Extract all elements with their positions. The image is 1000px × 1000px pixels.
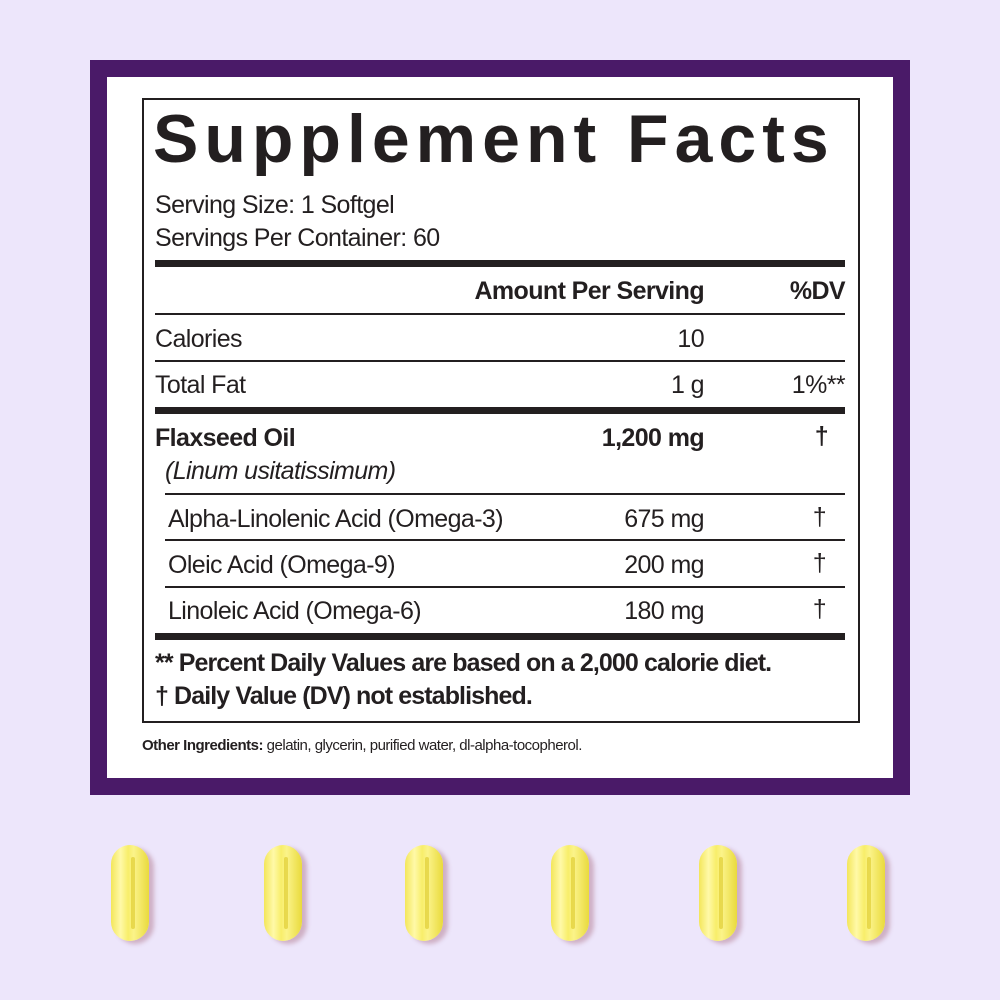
row-name: Linoleic Acid (Omega-6) bbox=[168, 597, 422, 625]
softgel-capsule-icon bbox=[264, 845, 302, 941]
divider bbox=[155, 360, 845, 362]
row-name: Total Fat bbox=[155, 371, 246, 399]
footnote-dv-not-established: † Daily Value (DV) not established. bbox=[155, 682, 533, 710]
row-name: Alpha-Linolenic Acid (Omega-3) bbox=[168, 505, 504, 533]
divider bbox=[155, 407, 845, 414]
row-name: Oleic Acid (Omega-9) bbox=[168, 551, 396, 579]
other-ingredients: Other Ingredients: gelatin, glycerin, pu… bbox=[142, 738, 582, 753]
row-name: Flaxseed Oil bbox=[155, 424, 296, 452]
row-amount: 1 g bbox=[671, 371, 705, 399]
row-amount: 675 mg bbox=[624, 505, 704, 533]
divider bbox=[155, 260, 845, 267]
header-dv: %DV bbox=[789, 277, 846, 305]
divider bbox=[165, 493, 845, 495]
other-ingredients-text: gelatin, glycerin, purified water, dl-al… bbox=[263, 737, 583, 754]
row-amount: 1,200 mg bbox=[601, 424, 705, 452]
divider bbox=[155, 633, 845, 640]
serving-size: Serving Size: 1 Softgel bbox=[155, 191, 395, 219]
row-name: Calories bbox=[155, 325, 243, 353]
page-title: Supplement Facts bbox=[153, 101, 835, 177]
row-dv: † bbox=[812, 503, 827, 531]
footnote-dv-basis: ** Percent Daily Values are based on a 2… bbox=[155, 649, 772, 677]
servings-per-container: Servings Per Container: 60 bbox=[155, 224, 440, 252]
divider bbox=[165, 539, 845, 541]
label-panel bbox=[107, 77, 893, 778]
divider bbox=[165, 586, 845, 588]
row-amount: 10 bbox=[677, 325, 704, 353]
softgel-capsule-icon bbox=[847, 845, 885, 941]
row-dv: 1%** bbox=[791, 371, 846, 399]
row-amount: 200 mg bbox=[624, 551, 704, 579]
softgel-capsule-icon bbox=[111, 845, 149, 941]
softgel-capsule-icon bbox=[551, 845, 589, 941]
row-latin-name: (Linum usitatissimum) bbox=[165, 457, 396, 485]
header-amount: Amount Per Serving bbox=[474, 277, 704, 305]
row-dv: † bbox=[812, 549, 827, 577]
row-dv: † bbox=[814, 422, 829, 450]
softgel-capsule-icon bbox=[699, 845, 737, 941]
row-amount: 180 mg bbox=[624, 597, 704, 625]
divider bbox=[155, 313, 845, 315]
row-dv: † bbox=[812, 595, 827, 623]
supplement-facts-box bbox=[142, 98, 860, 723]
softgel-capsule-icon bbox=[405, 845, 443, 941]
other-ingredients-label: Other Ingredients: bbox=[142, 737, 264, 754]
